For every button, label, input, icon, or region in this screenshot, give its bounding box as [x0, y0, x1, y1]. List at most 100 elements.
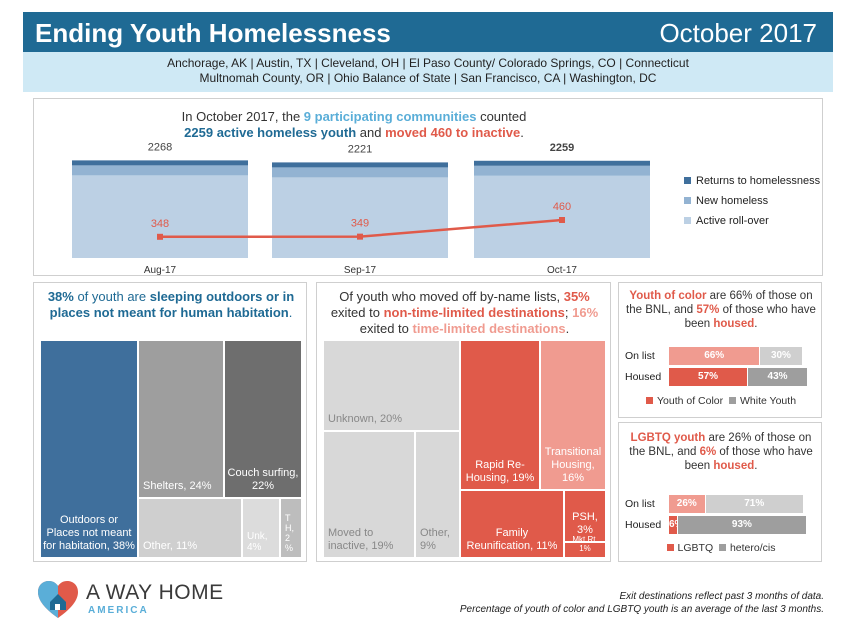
bar-new-homeless-Sep-17 — [272, 167, 448, 178]
row-label-1: Housed — [625, 371, 662, 383]
bar-total-label-Oct-17: 2259 — [550, 142, 574, 154]
legend-label-0: Returns to homelessness — [696, 175, 821, 187]
exits-text-5: ; — [564, 305, 569, 320]
inactive-point-Aug-17 — [157, 233, 163, 240]
legend-youth-of-color: Youth of Color — [656, 395, 724, 407]
lg-h4: of those who have been — [684, 446, 813, 472]
treemap-cell-label-5: Family Reunification, 11% — [466, 527, 558, 552]
page-title: Ending Youth Homelessness — [35, 18, 391, 48]
trend-panel: In October 2017, the 9 participating com… — [33, 98, 823, 276]
treemap-cell-3: Other, 11% — [138, 498, 242, 558]
summary-communities: 9 participating communities — [303, 109, 477, 124]
footnote-1: Exit destinations reflect past 3 months … — [619, 591, 824, 602]
legend-hetero: hetero/cis — [729, 542, 776, 554]
bar-a-0: 66% — [669, 347, 760, 365]
lg-h3: 6% — [699, 446, 717, 458]
communities-line-1: Anchorage, AK | Austin, TX | Cleveland, … — [167, 56, 689, 70]
bar-total-label-Sep-17: 2221 — [348, 143, 372, 155]
bar-new-homeless-Oct-17 — [474, 165, 650, 176]
row-label-0: On list — [625, 498, 655, 510]
yc-h3: 57% — [696, 304, 720, 316]
exits-ntl-pct: 35% — [563, 289, 590, 304]
treemap-cell-label-3: Other, 11% — [143, 540, 198, 552]
logo[interactable]: A WAY HOME AMERICA — [36, 578, 236, 622]
youth-color-bars: On list 66% 30% Housed 57% 43% — [619, 347, 823, 387]
yc-h5: housed — [713, 318, 755, 330]
bar-returns-Sep-17 — [272, 162, 448, 168]
legend-lgbtq: LGBTQ — [677, 542, 714, 554]
legend-white-youth: White Youth — [739, 395, 797, 407]
sleeping-location-treemap: Outdoors or Places not meant for habitat… — [40, 340, 302, 558]
treemap-cell-3: Rapid Re-Housing, 19% — [460, 340, 540, 490]
treemap-cell-label-4: Transitional Housing, 16% — [544, 446, 602, 484]
lgbtq-panel: LGBTQ youth are 26% of those on the BNL,… — [618, 422, 822, 562]
sleeping-location-panel: 38% of youth are sleeping outdoors or in… — [33, 282, 307, 562]
bar-a-1: 57% — [669, 368, 748, 386]
legend-youth-of-color-swatch — [645, 397, 653, 404]
outdoors-highlight: sleeping outdoors or in places not meant… — [49, 289, 295, 320]
bar-new-homeless-Aug-17 — [72, 165, 248, 176]
yc-h2: are 66% of those on the BNL, and — [626, 290, 813, 316]
bar-b-1: 43% — [748, 368, 807, 386]
treemap-cell-6: PSH, 3% — [564, 490, 606, 542]
report-date: October 2017 — [659, 18, 817, 48]
outdoors-text-2: of youth are — [73, 289, 150, 304]
lgbtq-legend: LGBTQ hetero/cis — [619, 542, 823, 554]
treemap-cell-label-5: T H, 2 % — [285, 513, 294, 553]
summary-text-3: counted — [476, 109, 527, 124]
youth-color-heading: Youth of color are 66% of those on the B… — [623, 289, 819, 331]
legend-label-2: Active roll-over — [696, 215, 769, 227]
inactive-point-Sep-17 — [357, 233, 363, 240]
exits-heading: Of youth who moved off by-name lists, 35… — [323, 289, 606, 337]
treemap-cell-label-7: Mkt Rt, 1% — [572, 535, 598, 553]
communities-line-2: Multnomah County, OR | Ohio Balance of S… — [199, 71, 657, 85]
treemap-cell-label-2: Couch surfing, 22% — [227, 467, 299, 492]
inactive-label-Oct-17: 460 — [553, 201, 571, 213]
inactive-label-Aug-17: 348 — [151, 218, 169, 230]
treemap-cell-label-0: Unknown, 20% — [328, 413, 402, 425]
youth-color-legend: Youth of Color White Youth — [619, 395, 823, 407]
treemap-cell-4: Unk, 4% — [242, 498, 280, 558]
summary-active: 2259 active homeless youth — [184, 125, 357, 140]
legend-lgbtq-swatch — [666, 544, 674, 551]
exits-text-7: exited to — [359, 321, 413, 336]
exits-tl-pct: 16% — [572, 305, 599, 320]
yc-h1: Youth of color — [629, 290, 707, 302]
heart-house-icon — [38, 581, 78, 618]
row-label-1: Housed — [625, 519, 662, 531]
legend-white-youth-swatch — [728, 397, 736, 404]
treemap-cell-label-4: Unk, 4% — [247, 531, 268, 553]
summary-text-1: In October 2017, the — [181, 109, 304, 124]
bar-a-1: 6% — [669, 516, 683, 534]
yc-h4: of those who have been — [684, 304, 816, 330]
treemap-cell-0: Outdoors or Places not meant for habitat… — [40, 340, 138, 558]
header-bar: Ending Youth Homelessness October 2017 — [23, 12, 833, 52]
inactive-point-Oct-17 — [559, 217, 565, 223]
bar-b-0: 30% — [760, 347, 802, 365]
exits-ntl: non-time-limited destinations — [383, 305, 565, 320]
exits-text-9: . — [565, 321, 570, 336]
bar-returns-Aug-17 — [72, 160, 248, 166]
outdoors-pct: 38% — [47, 289, 74, 304]
bar-b-0: 71% — [705, 495, 803, 513]
treemap-cell-1: Shelters, 24% — [138, 340, 224, 498]
lgbtq-bars: On list 26% 71% Housed 6% 93% — [619, 495, 823, 535]
bar-a-0: 26% — [669, 495, 705, 513]
exit-destinations-treemap: Unknown, 20% Moved to inactive, 19% Other,… — [323, 340, 606, 558]
youth-of-color-panel: Youth of color are 66% of those on the B… — [618, 282, 822, 418]
legend-swatch-1 — [684, 197, 691, 204]
legend-swatch-2 — [684, 217, 691, 224]
bar-active-rollover-Aug-17 — [72, 175, 248, 258]
bar-active-rollover-Sep-17 — [272, 177, 448, 258]
footnote-2: Percentage of youth of color and LGBTQ y… — [459, 604, 824, 615]
bar-total-label-Aug-17: 2268 — [148, 141, 172, 153]
treemap-cell-2: Couch surfing, 22% — [224, 340, 302, 498]
lg-h2: are 26% of those on the BNL, and — [629, 432, 812, 458]
x-tick-label-Oct-17: Oct-17 — [547, 265, 577, 275]
treemap-cell-label-6: PSH, 3% — [572, 511, 598, 536]
footnotes: Exit destinations reflect past 3 months … — [460, 590, 824, 616]
exits-text-3: exited to — [330, 305, 384, 320]
lg-h1: LGBTQ youth — [630, 432, 706, 444]
treemap-cell-7: Mkt Rt, 1% — [564, 535, 606, 558]
yc-h6: . — [754, 318, 758, 330]
